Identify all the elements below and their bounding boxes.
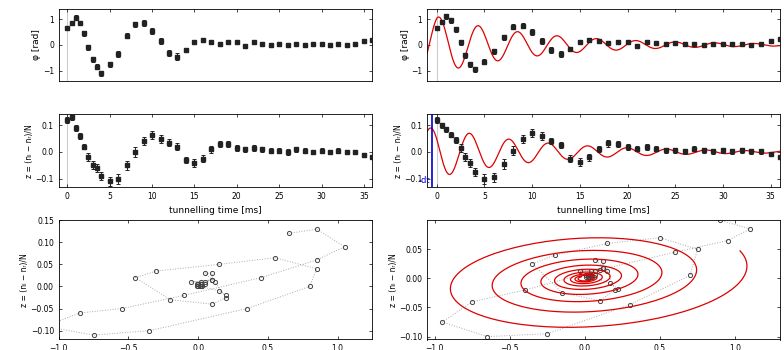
X-axis label: tunnelling time [ms]: tunnelling time [ms] [169, 206, 262, 215]
Y-axis label: z = (nₗ − nᵣ)/N: z = (nₗ − nᵣ)/N [389, 253, 397, 307]
X-axis label: tunnelling time [ms]: tunnelling time [ms] [557, 206, 650, 215]
Text: -dt: -dt [419, 176, 430, 186]
Y-axis label: z = (nₗ − nᵣ)/N: z = (nₗ − nᵣ)/N [394, 124, 403, 177]
Y-axis label: z = (nₗ − nᵣ)/N: z = (nₗ − nᵣ)/N [25, 124, 34, 177]
Y-axis label: φ [rad]: φ [rad] [32, 29, 42, 60]
Y-axis label: z = (nₗ − nᵣ)/N: z = (nₗ − nᵣ)/N [20, 253, 29, 307]
Y-axis label: φ [rad]: φ [rad] [401, 29, 410, 60]
